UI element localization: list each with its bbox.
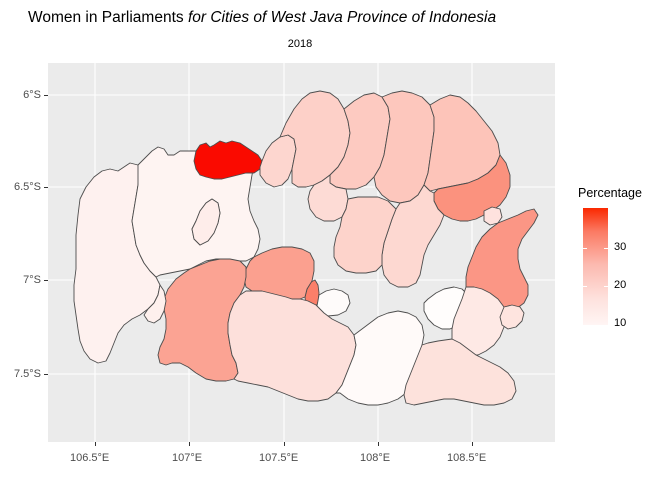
- region-kab-cianjur: [157, 258, 247, 382]
- plot-subtitle: 2018: [287, 38, 313, 50]
- y-axis-tick-3: 7.5°S: [13, 368, 41, 380]
- y-tick-mark-1: [44, 187, 48, 188]
- legend-label-30: 30: [614, 241, 627, 253]
- legend-label-20: 20: [614, 279, 627, 291]
- region-kab-bandung-barat: [243, 246, 315, 300]
- page-title: Women in Parliaments for Cities of West …: [28, 8, 496, 27]
- y-tick-mark-3: [44, 374, 48, 375]
- legend-label-10: 10: [614, 317, 627, 329]
- region-kab-karawang: [329, 92, 391, 190]
- y-axis-tick-2: 7°S: [23, 274, 41, 286]
- region-kota-depok: [193, 140, 263, 180]
- x-tick-mark-0: [95, 442, 96, 446]
- title-regular-part: Women in Parliaments: [28, 9, 188, 26]
- x-axis-tick-1: 107°E: [172, 452, 203, 464]
- region-kota-bogor: [191, 198, 221, 246]
- x-axis-tick-4: 108.5°E: [447, 452, 487, 464]
- region-kota-banjar: [499, 304, 525, 330]
- x-tick-mark-1: [189, 442, 190, 446]
- title-italic-part: for Cities of West Java Province of Indo…: [187, 9, 497, 26]
- y-tick-mark-2: [44, 280, 48, 281]
- region-kota-sukabumi: [143, 284, 167, 324]
- legend-colorbar: [583, 208, 608, 325]
- y-axis-tick-0: 6°S: [23, 89, 41, 101]
- legend-title: Percentage: [578, 186, 642, 200]
- region-kota-cirebon: [483, 206, 503, 226]
- legend-tick-mark-20-left: [583, 286, 587, 287]
- x-axis-tick-2: 107.5°E: [259, 452, 299, 464]
- map-panel: [48, 63, 555, 442]
- legend-tick-mark-30-right: [604, 248, 608, 249]
- y-tick-mark-0: [44, 95, 48, 96]
- region-kab-ciamis: [451, 286, 507, 356]
- x-axis-tick-0: 106.5°E: [70, 452, 110, 464]
- region-shapes: [73, 90, 539, 406]
- region-kab-kuningan: [465, 208, 539, 316]
- x-axis-tick-3: 108°E: [360, 452, 391, 464]
- legend-tick-mark-20-right: [604, 286, 608, 287]
- region-kota-bekasi: [259, 134, 297, 188]
- region-kab-garut: [227, 290, 357, 402]
- x-tick-mark-2: [284, 442, 285, 446]
- region-kab-pangandaran: [403, 338, 517, 406]
- x-tick-mark-4: [472, 442, 473, 446]
- y-axis-tick-1: 6.5°S: [13, 181, 41, 193]
- region-kab-sumedang: [333, 196, 397, 274]
- x-tick-mark-3: [378, 442, 379, 446]
- legend-tick-mark-30-left: [583, 248, 587, 249]
- choropleth-map: [48, 63, 555, 442]
